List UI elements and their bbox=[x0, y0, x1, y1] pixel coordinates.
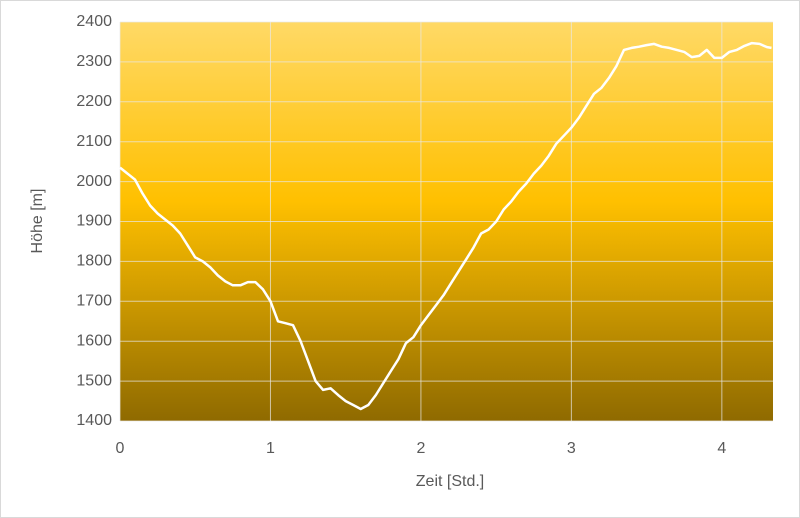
x-tick-label: 4 bbox=[717, 440, 726, 457]
x-tick-label: 3 bbox=[567, 440, 576, 457]
y-tick-label: 1800 bbox=[76, 253, 112, 270]
y-tick-label: 1600 bbox=[76, 332, 112, 349]
y-tick-label: 2300 bbox=[76, 53, 112, 70]
line bbox=[119, 41, 772, 411]
y-tick-label: 1700 bbox=[76, 293, 112, 310]
y-tick-label: 1500 bbox=[76, 372, 112, 389]
x-tick-label: 0 bbox=[116, 440, 125, 457]
x-axis-title: Zeit [Std.] bbox=[416, 473, 484, 490]
y-tick-label: 2200 bbox=[76, 93, 112, 110]
y-tick-label: 1400 bbox=[76, 412, 112, 429]
y-tick-label: 2100 bbox=[76, 133, 112, 150]
x-tick-label: 1 bbox=[266, 440, 275, 457]
x-tick-label: 2 bbox=[416, 440, 425, 457]
y-axis-title: Höhe [m] bbox=[29, 189, 46, 254]
y-tick-label: 2400 bbox=[76, 13, 112, 30]
y-tick-label: 1900 bbox=[76, 213, 112, 230]
y-tick-label: 2000 bbox=[76, 173, 112, 190]
